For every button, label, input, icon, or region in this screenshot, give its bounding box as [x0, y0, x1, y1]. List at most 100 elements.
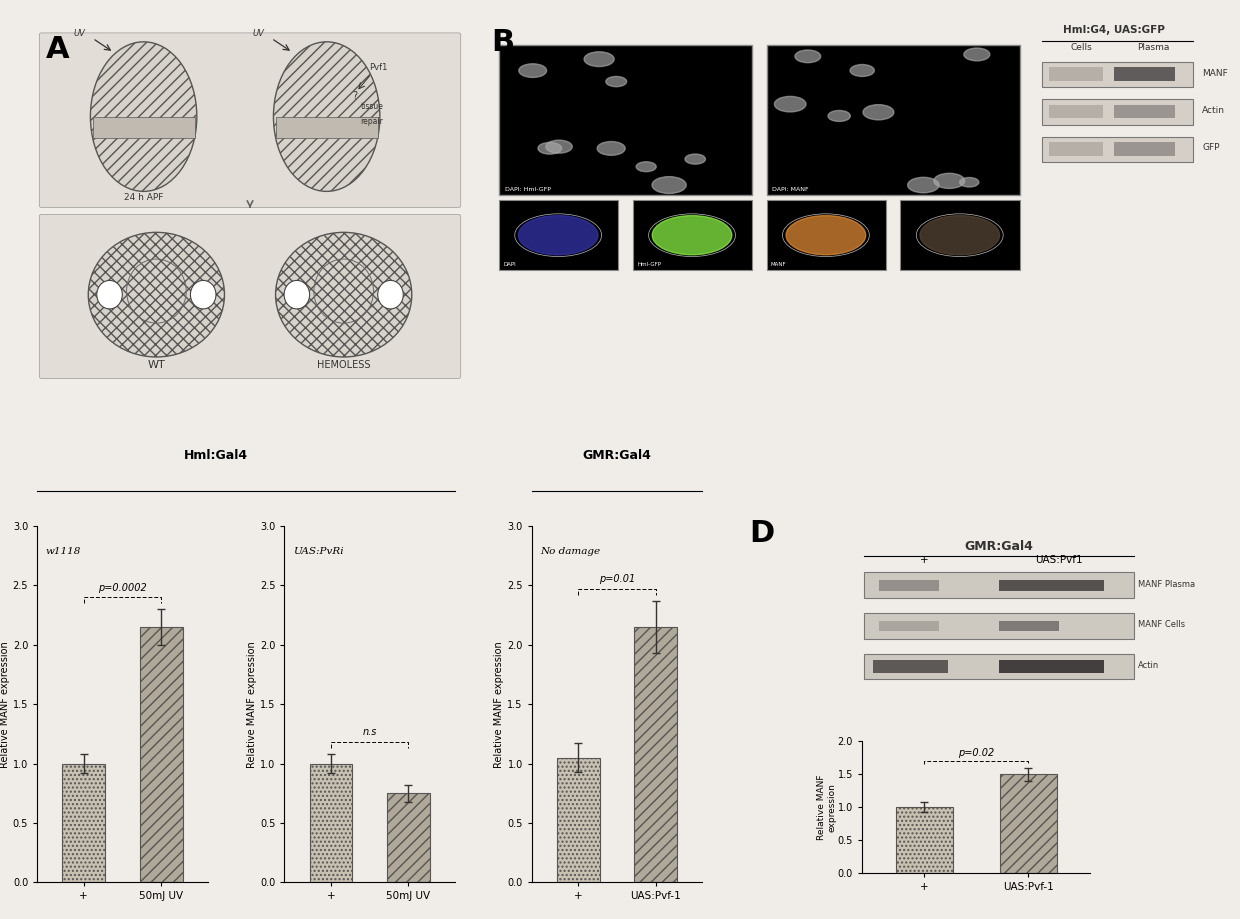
Circle shape	[863, 105, 894, 119]
Circle shape	[851, 64, 874, 76]
Bar	[1114, 105, 1176, 119]
Text: Cells: Cells	[1070, 42, 1092, 51]
Bar	[864, 613, 1133, 639]
Bar	[864, 653, 1133, 679]
Ellipse shape	[275, 233, 412, 357]
Text: w1118: w1118	[46, 548, 81, 557]
Bar	[895, 807, 952, 873]
Text: UAS:PvRi: UAS:PvRi	[293, 548, 343, 557]
Bar	[93, 117, 195, 138]
Circle shape	[652, 176, 686, 194]
Text: GMR:Gal4: GMR:Gal4	[583, 449, 651, 462]
Circle shape	[518, 63, 547, 77]
Bar	[1114, 67, 1176, 81]
Bar	[999, 580, 1104, 591]
Bar	[999, 620, 1059, 630]
Text: p=0.02: p=0.02	[959, 748, 994, 758]
Bar	[310, 764, 352, 882]
Text: 24 h APF: 24 h APF	[124, 193, 164, 202]
Circle shape	[775, 96, 806, 112]
Bar	[1042, 62, 1193, 87]
Circle shape	[606, 76, 626, 86]
Ellipse shape	[378, 280, 403, 309]
Text: tissue: tissue	[361, 103, 383, 111]
Circle shape	[518, 216, 598, 255]
Circle shape	[652, 216, 732, 255]
Bar	[140, 627, 182, 882]
FancyBboxPatch shape	[40, 33, 461, 208]
Bar	[900, 200, 1019, 270]
Text: Actin: Actin	[1138, 661, 1159, 670]
Text: B: B	[491, 28, 515, 57]
Bar	[1042, 99, 1193, 125]
Y-axis label: Relative MANF
expression: Relative MANF expression	[817, 775, 836, 840]
Text: UV: UV	[74, 29, 86, 39]
Ellipse shape	[91, 41, 197, 191]
Bar	[999, 774, 1056, 873]
Circle shape	[584, 51, 614, 66]
Text: MANF Cells: MANF Cells	[1138, 620, 1185, 630]
Bar	[864, 573, 1133, 598]
Bar	[632, 200, 753, 270]
Text: Hml:Gal4: Hml:Gal4	[185, 449, 248, 462]
Ellipse shape	[284, 280, 310, 309]
Circle shape	[960, 177, 978, 187]
Circle shape	[908, 177, 939, 193]
Bar	[1114, 142, 1176, 156]
Text: Actin: Actin	[1202, 106, 1225, 115]
Text: UV: UV	[253, 29, 264, 39]
Circle shape	[546, 140, 572, 153]
Bar	[557, 757, 600, 882]
FancyBboxPatch shape	[40, 214, 461, 379]
Circle shape	[538, 142, 562, 154]
Text: DAPI: MANF: DAPI: MANF	[773, 187, 808, 192]
Text: repair: repair	[361, 117, 383, 126]
Bar	[275, 117, 378, 138]
Bar	[498, 200, 619, 270]
Text: UAS:Pvf1: UAS:Pvf1	[1035, 555, 1083, 565]
Ellipse shape	[88, 233, 224, 357]
Bar	[1042, 137, 1193, 162]
Text: +: +	[920, 555, 929, 565]
Bar	[999, 661, 1104, 673]
Circle shape	[920, 216, 999, 255]
Circle shape	[598, 142, 625, 155]
Text: GMR:Gal4: GMR:Gal4	[965, 540, 1033, 553]
Bar	[766, 45, 1019, 195]
Text: A: A	[46, 35, 69, 63]
Y-axis label: Relative MANF expression: Relative MANF expression	[0, 641, 10, 767]
Text: p=0.0002: p=0.0002	[98, 583, 146, 593]
Circle shape	[786, 216, 866, 255]
Circle shape	[934, 174, 965, 188]
Ellipse shape	[97, 280, 123, 309]
Bar	[873, 661, 949, 673]
Bar	[766, 200, 885, 270]
Text: GFP: GFP	[1202, 143, 1220, 153]
Bar	[1049, 142, 1104, 156]
Bar	[879, 620, 939, 630]
Bar	[62, 764, 105, 882]
Text: D: D	[750, 519, 775, 548]
Text: Plasma: Plasma	[1137, 42, 1169, 51]
Text: MANF: MANF	[771, 262, 786, 267]
Y-axis label: Relative MANF expression: Relative MANF expression	[247, 641, 257, 767]
Text: p=0.01: p=0.01	[599, 574, 635, 584]
Text: n.s: n.s	[362, 728, 377, 737]
Bar	[1049, 67, 1104, 81]
Y-axis label: Relative MANF expression: Relative MANF expression	[495, 641, 505, 767]
Text: WT: WT	[148, 359, 165, 369]
Text: No damage: No damage	[541, 548, 600, 557]
Text: Hml-GFP: Hml-GFP	[637, 262, 661, 267]
Ellipse shape	[191, 280, 216, 309]
Bar	[498, 45, 753, 195]
Bar	[387, 793, 430, 882]
Text: Pvf1: Pvf1	[370, 63, 388, 73]
Bar	[879, 580, 939, 591]
Circle shape	[795, 50, 821, 62]
Text: Hml:G4, UAS:GFP: Hml:G4, UAS:GFP	[1063, 25, 1164, 35]
Circle shape	[963, 48, 990, 61]
Text: MANF: MANF	[1202, 69, 1228, 77]
Circle shape	[828, 110, 851, 121]
Ellipse shape	[274, 41, 379, 191]
Bar	[1049, 105, 1104, 119]
